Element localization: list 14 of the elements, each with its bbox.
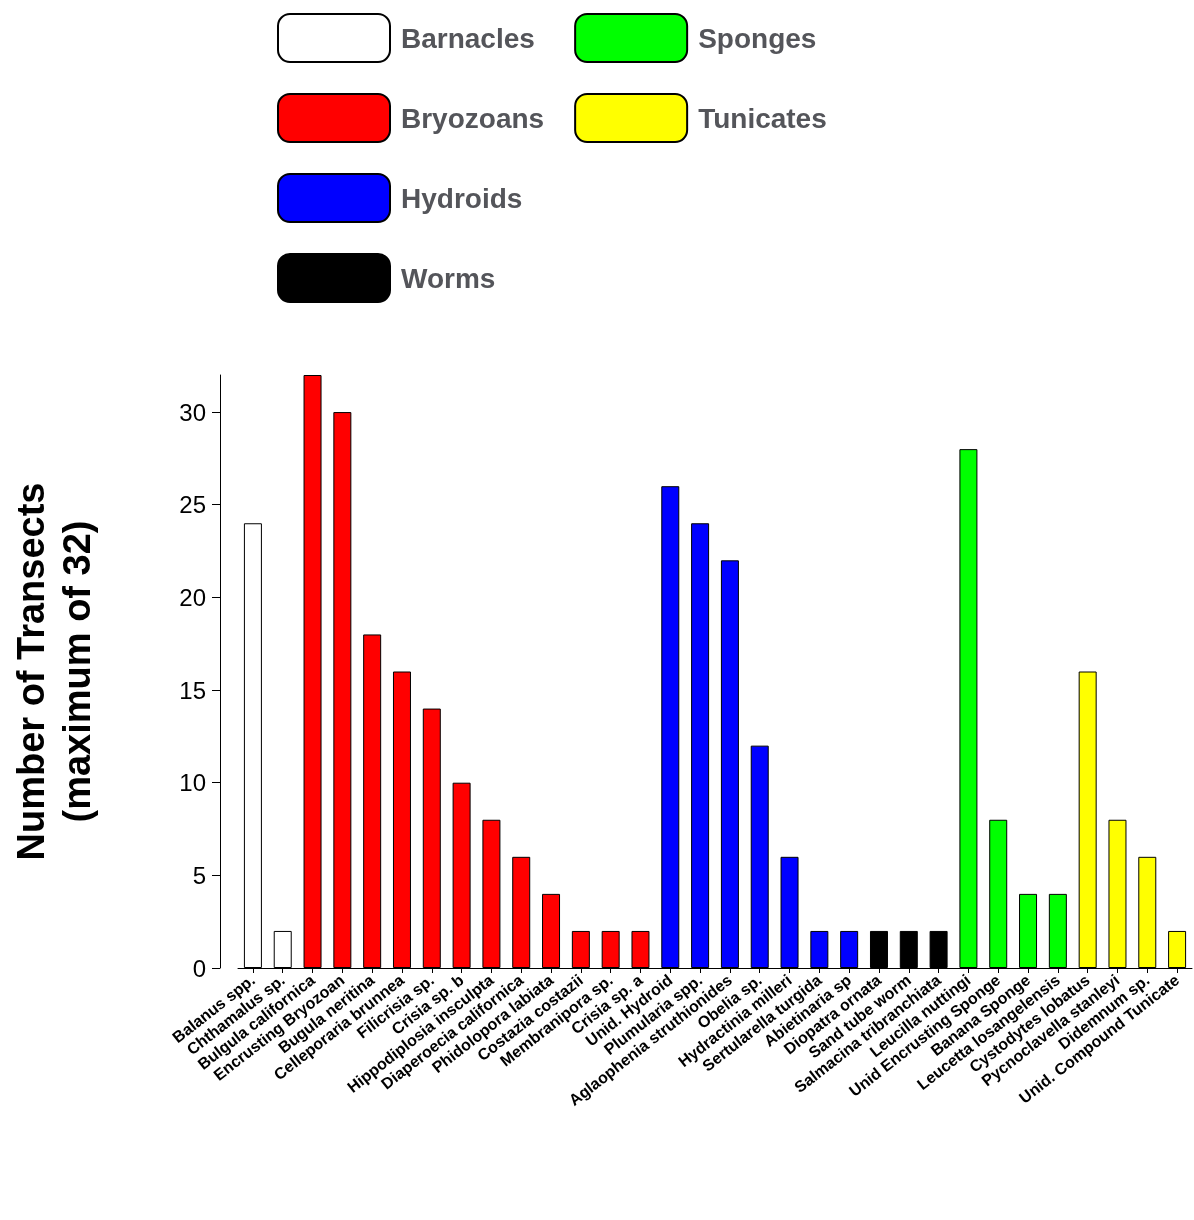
y-axis-title: Number of Transects (maximum of 32): [10, 482, 98, 861]
y-tick-label: 5: [192, 861, 206, 889]
y-tick-label: 10: [179, 769, 206, 797]
legend-label: Tunicates: [698, 102, 827, 134]
y-tick-label: 20: [179, 583, 206, 611]
y-tick-label: 0: [192, 954, 206, 982]
legend-label: Worms: [401, 262, 496, 294]
y-tick-label: 15: [179, 676, 206, 704]
legend-label: Barnacles: [401, 22, 535, 54]
y-tick-label: 25: [179, 491, 206, 519]
legend-label: Bryozoans: [401, 102, 545, 134]
legend-label: Sponges: [698, 22, 817, 54]
legend-label: Hydroids: [401, 182, 523, 214]
y-tick-label: 30: [179, 398, 206, 426]
